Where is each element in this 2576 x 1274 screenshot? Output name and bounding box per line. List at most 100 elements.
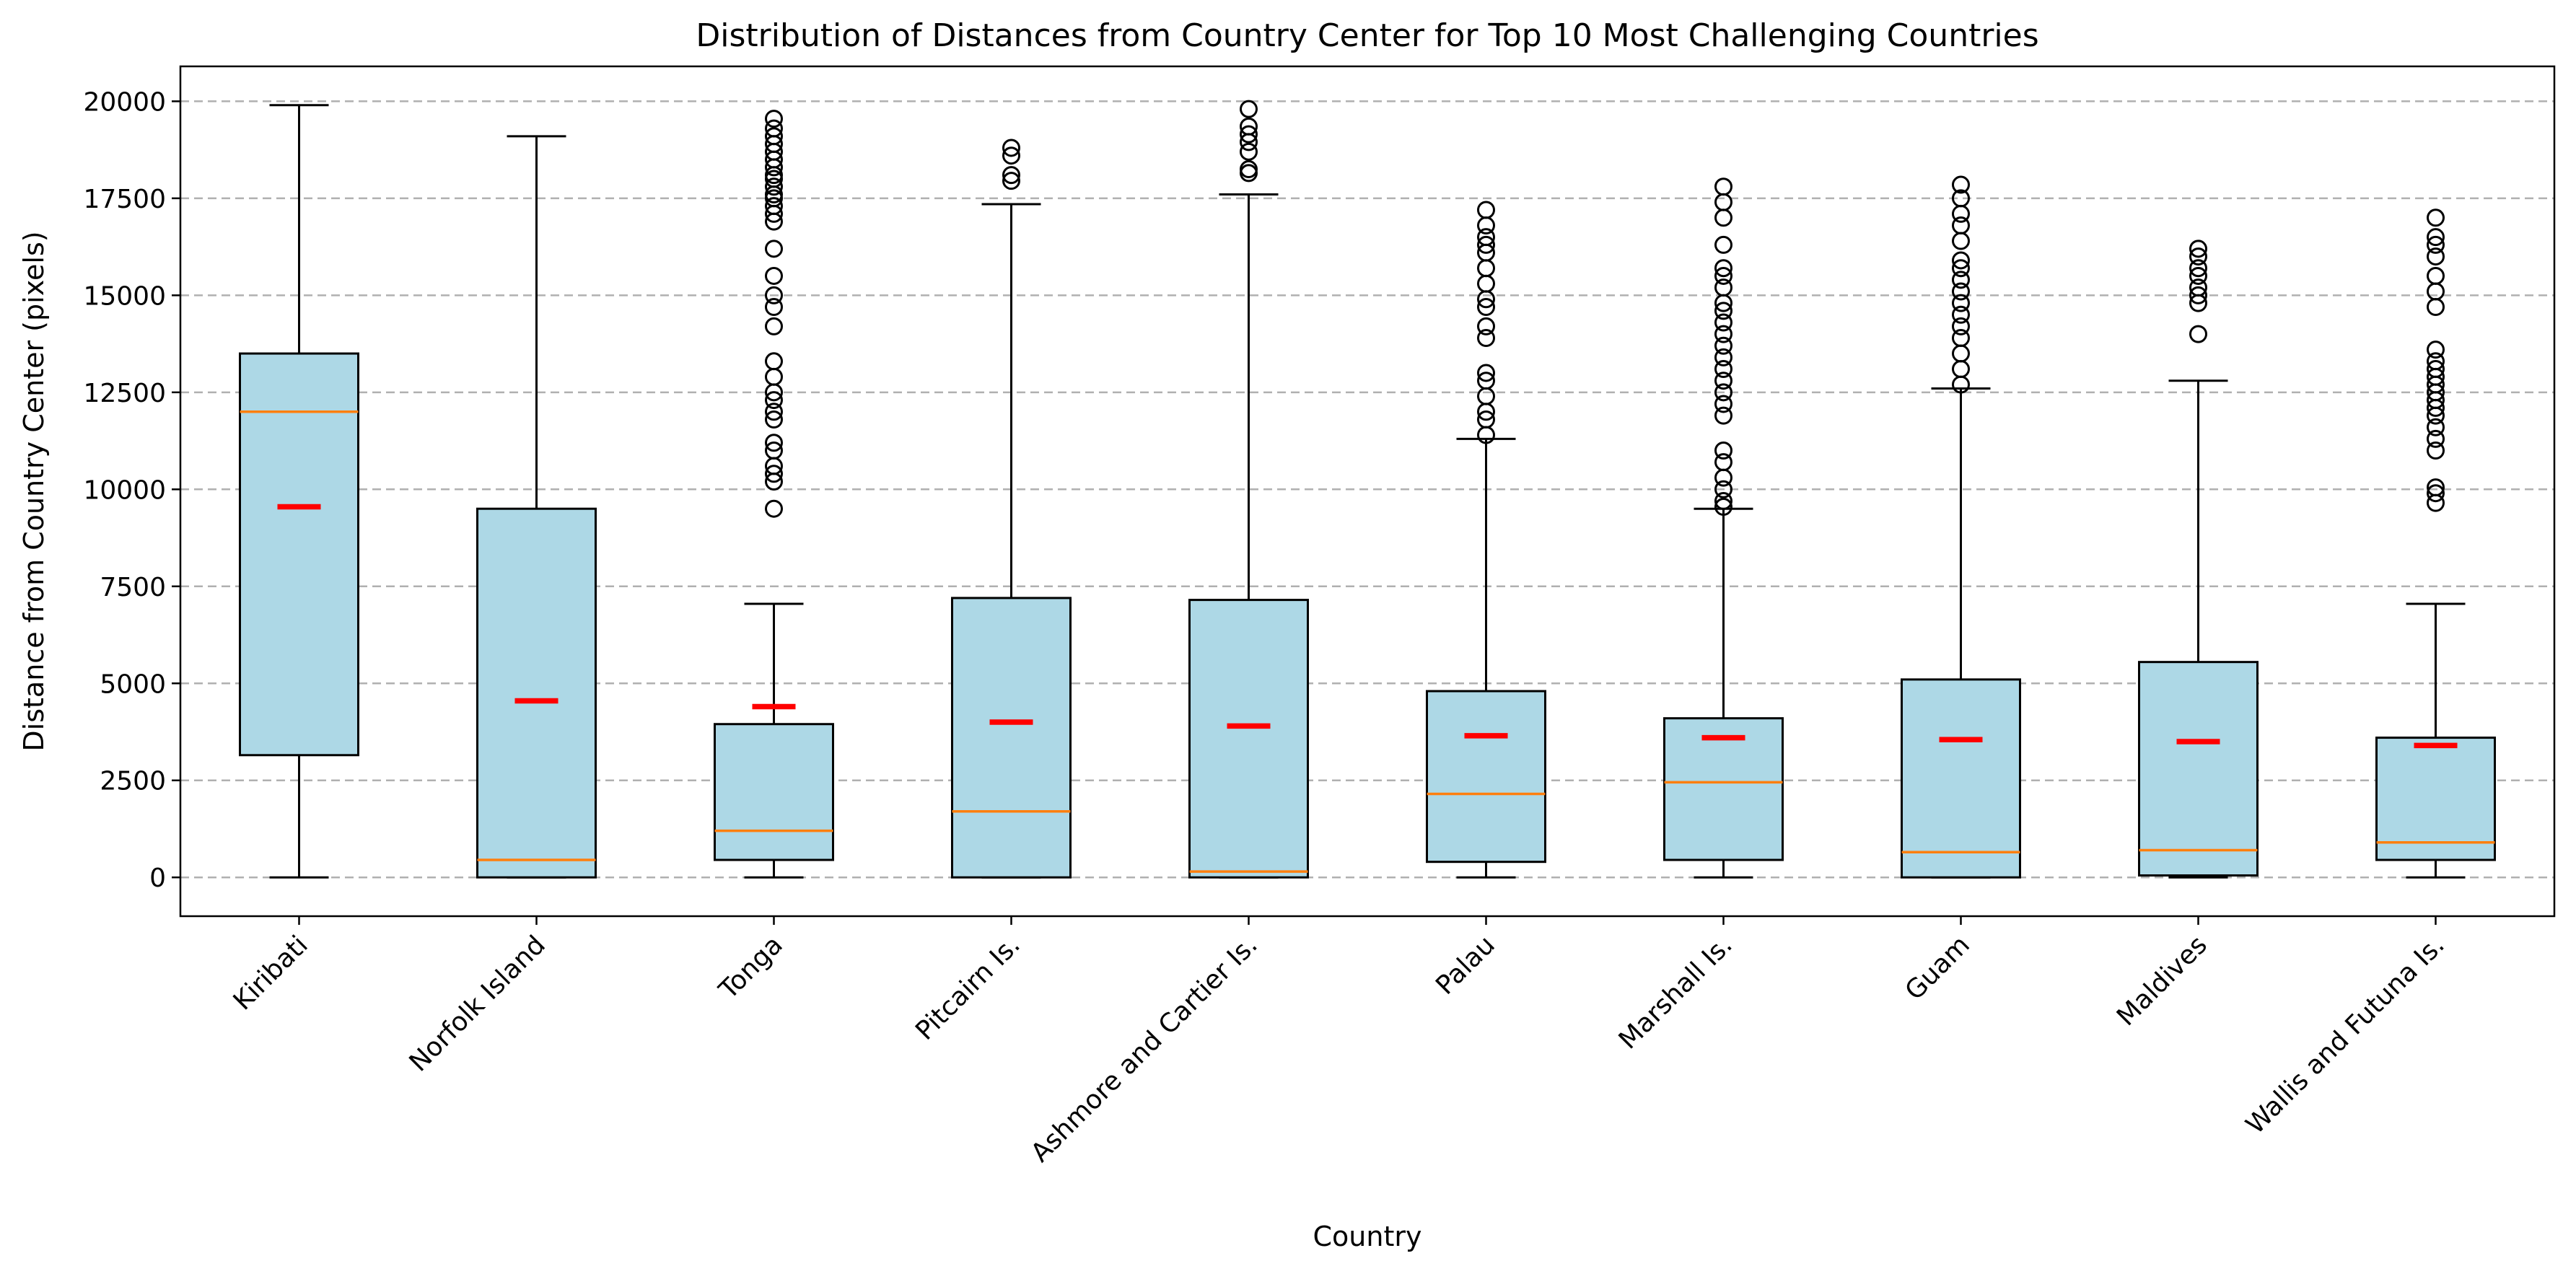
x-tick-label: Tonga xyxy=(713,930,788,1005)
x-tick-label: Marshall Is. xyxy=(1613,930,1738,1055)
plot-area xyxy=(239,100,2496,879)
outlier-point xyxy=(1240,164,1258,183)
outlier-point xyxy=(1714,453,1732,472)
outlier-point xyxy=(765,499,783,518)
outlier-point xyxy=(2189,325,2207,343)
y-tick-label: 15000 xyxy=(83,281,166,311)
outlier-point xyxy=(2427,247,2445,266)
outlier-point xyxy=(765,286,783,304)
outlier-point xyxy=(765,240,783,258)
outlier-point xyxy=(1952,189,1970,208)
box-1 xyxy=(476,135,597,879)
outlier-point xyxy=(1952,329,1970,348)
outlier-point xyxy=(1477,410,1495,429)
outlier-point xyxy=(1714,313,1732,332)
outlier-point xyxy=(1477,259,1495,278)
y-tick-label: 5000 xyxy=(100,669,166,699)
outlier-point xyxy=(2189,259,2207,278)
outlier-point xyxy=(1714,259,1732,278)
outlier-point xyxy=(2427,208,2445,227)
box-4 xyxy=(1188,100,1309,879)
outlier-point xyxy=(1477,387,1495,405)
outlier-point xyxy=(1952,317,1970,335)
outlier-point xyxy=(1714,406,1732,425)
x-tick-label: Wallis and Futuna Is. xyxy=(2240,930,2450,1140)
y-axis-label: Distance from Country Center (pixels) xyxy=(18,231,50,751)
outlier-point xyxy=(1714,177,1732,196)
outlier-point xyxy=(1477,329,1495,348)
x-tick-label: Kiribati xyxy=(228,930,314,1016)
outlier-point xyxy=(1240,160,1258,179)
outlier-point xyxy=(1952,175,1970,194)
outlier-point xyxy=(765,367,783,386)
outlier-point xyxy=(1952,282,1970,301)
outlier-point xyxy=(765,410,783,429)
outlier-point xyxy=(1714,468,1732,487)
outlier-point xyxy=(765,441,783,460)
outlier-point xyxy=(1477,216,1495,235)
outlier-point xyxy=(1240,125,1258,144)
box-7 xyxy=(1901,175,2021,879)
outlier-point xyxy=(2427,282,2445,301)
outlier-point xyxy=(1002,172,1020,190)
outlier-point xyxy=(1714,325,1732,343)
outlier-point xyxy=(1952,251,1970,270)
iqr-box xyxy=(1663,717,1784,861)
iqr-box xyxy=(476,507,597,879)
y-tick-label: 20000 xyxy=(83,87,166,117)
outlier-point xyxy=(1952,271,1970,289)
outlier-point xyxy=(1477,297,1495,316)
iqr-box xyxy=(2138,661,2259,877)
outlier-point xyxy=(2427,352,2445,371)
outlier-point xyxy=(2427,429,2445,448)
outlier-point xyxy=(1952,294,1970,312)
iqr-box xyxy=(1188,599,1309,879)
outlier-point xyxy=(1952,360,1970,379)
outlier-point xyxy=(765,403,783,421)
iqr-box xyxy=(714,723,834,861)
outlier-point xyxy=(1002,146,1020,165)
box-5 xyxy=(1426,201,1546,879)
outlier-point xyxy=(1714,278,1732,297)
outlier-point xyxy=(1477,235,1495,254)
outlier-point xyxy=(1240,142,1258,161)
outlier-point xyxy=(765,177,783,196)
x-tick-label: Norfolk Island xyxy=(404,930,551,1077)
outlier-point xyxy=(1714,266,1732,285)
outlier-point xyxy=(1952,232,1970,250)
outlier-point xyxy=(1714,302,1732,320)
box-0 xyxy=(239,104,359,879)
outlier-point xyxy=(765,119,783,138)
outlier-point xyxy=(1714,336,1732,355)
x-tick-label: Maldives xyxy=(2111,930,2213,1032)
outlier-point xyxy=(1240,100,1258,118)
outlier-point xyxy=(2427,235,2445,254)
outlier-point xyxy=(1714,480,1732,498)
x-tick-label: Guam xyxy=(1900,930,1976,1006)
outlier-point xyxy=(1952,344,1970,363)
y-tick-label: 10000 xyxy=(83,475,166,505)
outlier-point xyxy=(1714,395,1732,413)
outlier-point xyxy=(1714,498,1732,517)
outlier-point xyxy=(1714,348,1732,366)
outlier-point xyxy=(765,127,783,146)
outlier-point xyxy=(2427,297,2445,316)
outlier-point xyxy=(1240,117,1258,136)
iqr-box xyxy=(951,597,1072,879)
outlier-point xyxy=(2189,278,2207,297)
y-tick-label: 2500 xyxy=(100,767,166,796)
x-tick-label: Pitcairn Is. xyxy=(910,930,1026,1046)
outlier-point xyxy=(765,110,783,128)
outlier-point xyxy=(1714,441,1732,460)
x-tick-label: Palau xyxy=(1430,930,1501,1001)
outlier-point xyxy=(765,297,783,316)
outlier-point xyxy=(2189,286,2207,304)
outlier-point xyxy=(1952,204,1970,223)
iqr-box xyxy=(1901,678,2021,879)
outlier-point xyxy=(1714,193,1732,211)
chart-title: Distribution of Distances from Country C… xyxy=(696,17,2038,54)
box-3 xyxy=(951,139,1072,879)
outlier-point xyxy=(1477,372,1495,390)
y-tick-label: 12500 xyxy=(83,379,166,408)
